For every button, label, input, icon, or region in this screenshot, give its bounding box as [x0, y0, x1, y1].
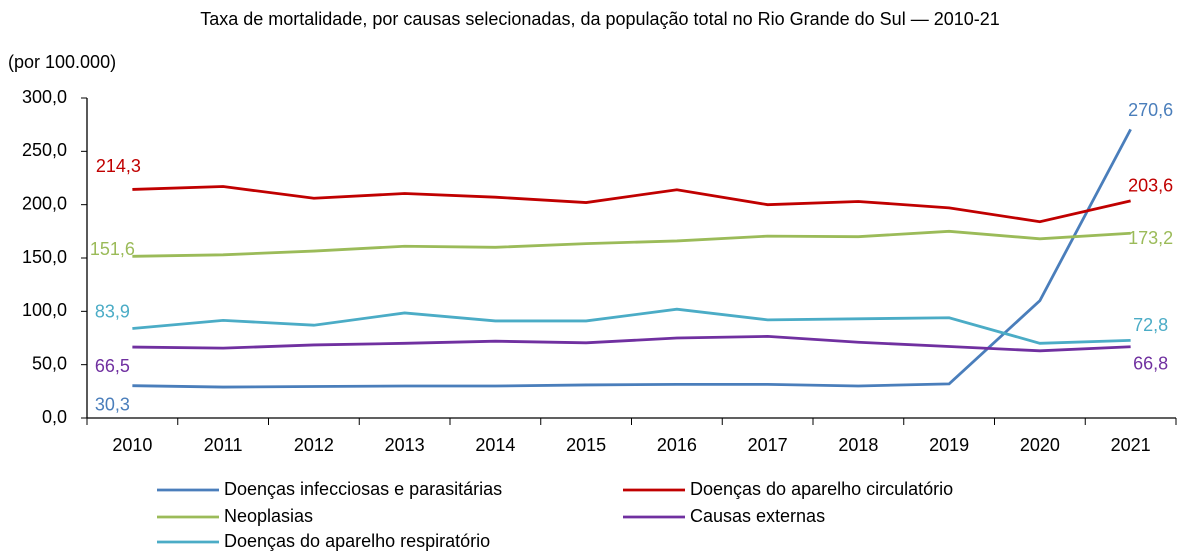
- x-tick-label: 2013: [385, 435, 425, 455]
- x-tick-label: 2016: [657, 435, 697, 455]
- value-label: 72,8: [1133, 315, 1168, 335]
- y-tick-label: 250,0: [22, 140, 67, 160]
- x-tick-label: 2018: [838, 435, 878, 455]
- value-label: 66,5: [95, 356, 130, 376]
- value-label: 83,9: [95, 301, 130, 321]
- x-tick-label: 2012: [294, 435, 334, 455]
- y-tick-label: 150,0: [22, 247, 67, 267]
- y-tick-label: 50,0: [32, 353, 67, 373]
- series-line: [132, 229, 1131, 258]
- value-label: 30,3: [95, 394, 130, 414]
- y-axis-label: (por 100.000): [8, 52, 116, 72]
- x-tick-label: 2011: [204, 435, 243, 455]
- legend-label: Neoplasias: [224, 506, 313, 526]
- value-label: 66,8: [1133, 353, 1168, 373]
- x-tick-label: 2019: [929, 435, 969, 455]
- series-line: [132, 185, 1131, 224]
- y-tick-label: 100,0: [22, 300, 67, 320]
- y-tick-label: 200,0: [22, 193, 67, 213]
- legend-label: Doenças infecciosas e parasitárias: [224, 479, 502, 499]
- value-label: 270,6: [1128, 100, 1173, 120]
- series-line: [132, 128, 1132, 389]
- legend-label: Doenças do aparelho respiratório: [224, 531, 490, 551]
- x-tick-label: 2020: [1020, 435, 1060, 455]
- value-label: 203,6: [1128, 176, 1173, 196]
- legend-label: Causas externas: [690, 506, 825, 526]
- legend-label: Doenças do aparelho circulatório: [690, 479, 953, 499]
- value-label: 214,3: [96, 156, 141, 176]
- x-tick-label: 2017: [748, 435, 788, 455]
- x-tick-label: 2014: [475, 435, 515, 455]
- value-label: 151,6: [90, 239, 135, 259]
- value-label: 173,2: [1128, 228, 1173, 248]
- chart-title: Taxa de mortalidade, por causas selecion…: [200, 9, 1000, 29]
- series-line: [132, 307, 1131, 345]
- x-tick-label: 2010: [112, 435, 152, 455]
- x-tick-label: 2021: [1111, 435, 1151, 455]
- series-line: [132, 334, 1131, 353]
- y-tick-label: 0,0: [42, 407, 67, 427]
- y-tick-label: 300,0: [22, 87, 67, 107]
- x-tick-label: 2015: [566, 435, 606, 455]
